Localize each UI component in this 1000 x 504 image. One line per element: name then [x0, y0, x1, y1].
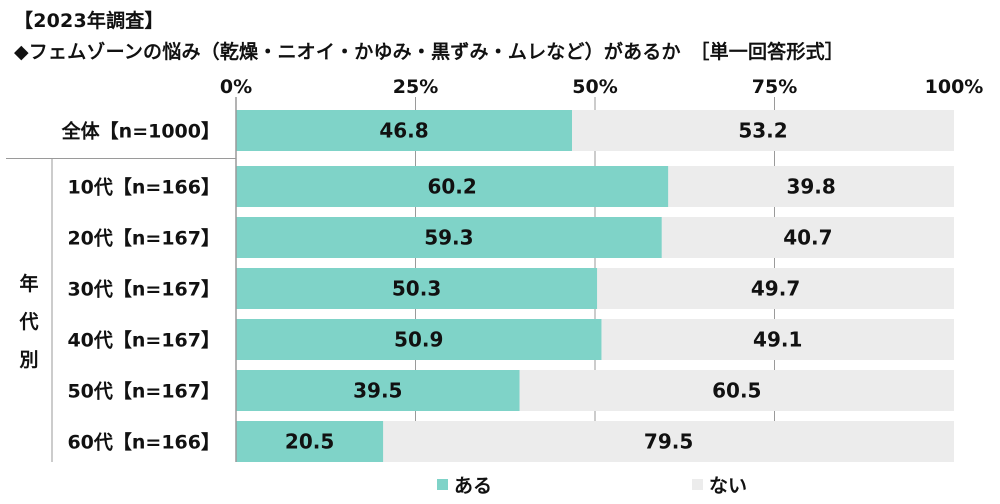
chart-survey-year: 【2023年調査】 [14, 10, 164, 32]
category-label: 40代【n=167】 [67, 329, 220, 352]
legend-swatch-nai [692, 478, 703, 490]
group-label-char: 代 [18, 311, 38, 333]
bar-segment-nai [668, 166, 954, 207]
bar-segment-aru [236, 268, 598, 309]
data-label: 39.5 [353, 379, 402, 403]
x-tick-label: 0% [220, 76, 252, 98]
category-label: 30代【n=167】 [67, 278, 220, 301]
data-label: 49.7 [751, 277, 800, 301]
bar-segment-nai [597, 268, 954, 309]
bar-segment-aru [236, 166, 669, 207]
x-tick-label: 25% [393, 76, 438, 98]
data-label: 50.3 [392, 277, 441, 301]
category-label: 50代【n=167】 [67, 380, 220, 403]
group-label-char: 年 [19, 272, 38, 295]
data-label: 53.2 [738, 119, 787, 143]
legend-swatch-aru [437, 478, 448, 490]
bar-segment-aru [236, 110, 573, 151]
chart-title: ◆フェムゾーンの悩み（乾燥・ニオイ・かゆみ・黒ずみ・ムレなど）があるか ［単一回… [14, 41, 844, 63]
category-label: 60代【n=166】 [67, 431, 220, 454]
data-label: 49.1 [753, 328, 802, 352]
legend-item-aru: ある [437, 472, 493, 497]
category-label: 20代【n=167】 [67, 227, 220, 250]
x-tick-label: 50% [572, 76, 617, 98]
legend-label-aru: ある [454, 474, 493, 497]
data-label: 59.3 [424, 226, 473, 250]
bar-segment-aru [236, 370, 520, 411]
data-label: 60.5 [712, 379, 761, 403]
x-tick-label: 100% [925, 76, 984, 98]
bar-segment-aru [236, 319, 602, 360]
bar-segment-nai [661, 217, 954, 258]
bar-segment-nai [601, 319, 954, 360]
group-label-char: 別 [19, 349, 38, 371]
data-label: 50.9 [394, 328, 443, 352]
data-label: 39.8 [786, 175, 835, 199]
data-label: 20.5 [285, 430, 334, 454]
bar-segment-aru [236, 217, 662, 258]
data-label: 79.5 [644, 430, 693, 454]
data-label: 46.8 [379, 119, 428, 143]
category-label: 全体【n=1000】 [61, 120, 220, 143]
legend-item-nai: ない [692, 472, 748, 497]
bar-segment-nai [519, 370, 954, 411]
legend-label-nai: ない [709, 474, 748, 497]
bar-segment-nai [383, 421, 954, 462]
bar-segment-nai [572, 110, 954, 151]
category-label: 10代【n=166】 [67, 176, 220, 199]
bar-segment-aru [236, 421, 384, 462]
data-label: 40.7 [783, 226, 832, 250]
x-tick-label: 75% [752, 76, 797, 98]
data-label: 60.2 [427, 175, 476, 199]
